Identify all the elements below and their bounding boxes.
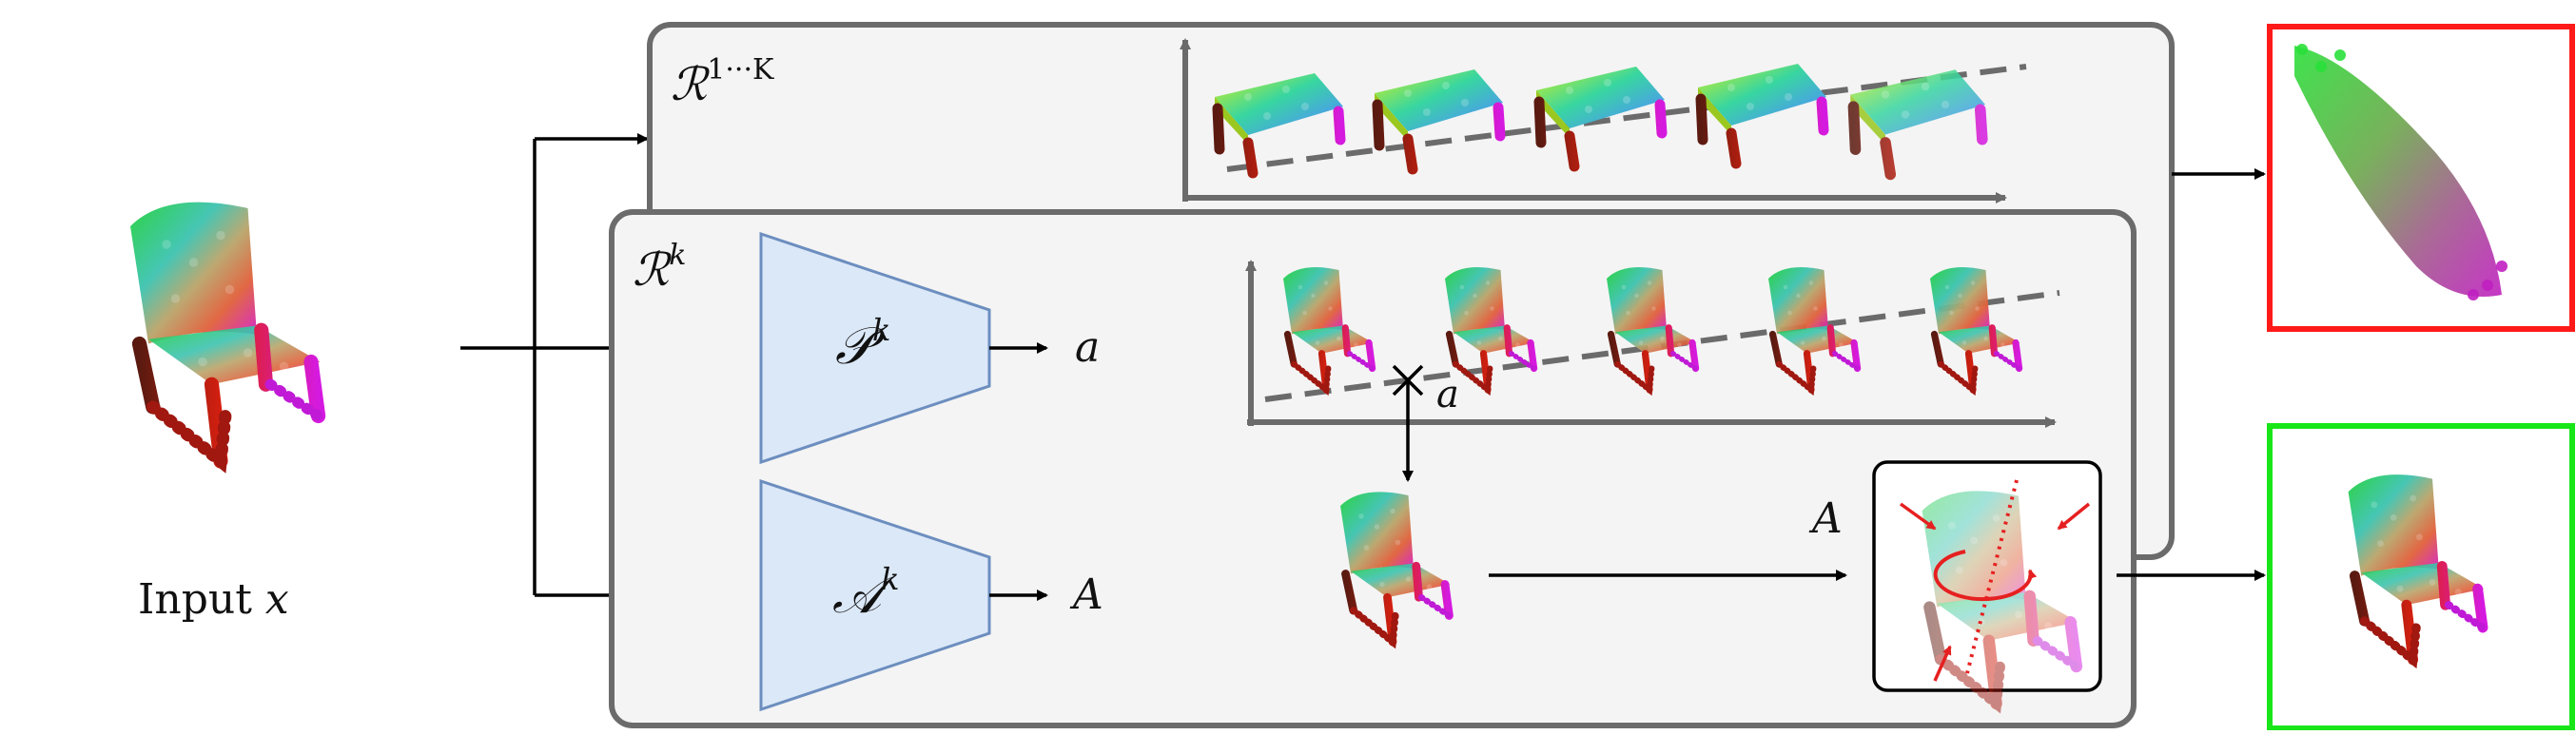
ambiguity-operation-box bbox=[1872, 460, 2102, 704]
input-label: Input x bbox=[138, 575, 289, 624]
ambiguity-network: 𝒜k bbox=[759, 478, 991, 712]
single-model-panel: ℛk 𝒫k a 𝒜k A bbox=[609, 209, 2137, 728]
correct-output-panel bbox=[2267, 423, 2575, 731]
input-pointcloud bbox=[130, 203, 321, 461]
selected-pose-label: a bbox=[1436, 373, 1459, 416]
symmetry-rotation-icon bbox=[1899, 479, 2091, 682]
wrong-output-panel bbox=[2267, 24, 2575, 332]
ensemble-pose-axes bbox=[1180, 38, 2027, 203]
pose-output-label: a bbox=[1075, 323, 1100, 372]
pose-network: 𝒫k bbox=[759, 231, 991, 465]
ambiguity-into-box-label: A bbox=[1808, 494, 1843, 543]
ambiguity-output-label: A bbox=[1069, 571, 1103, 619]
